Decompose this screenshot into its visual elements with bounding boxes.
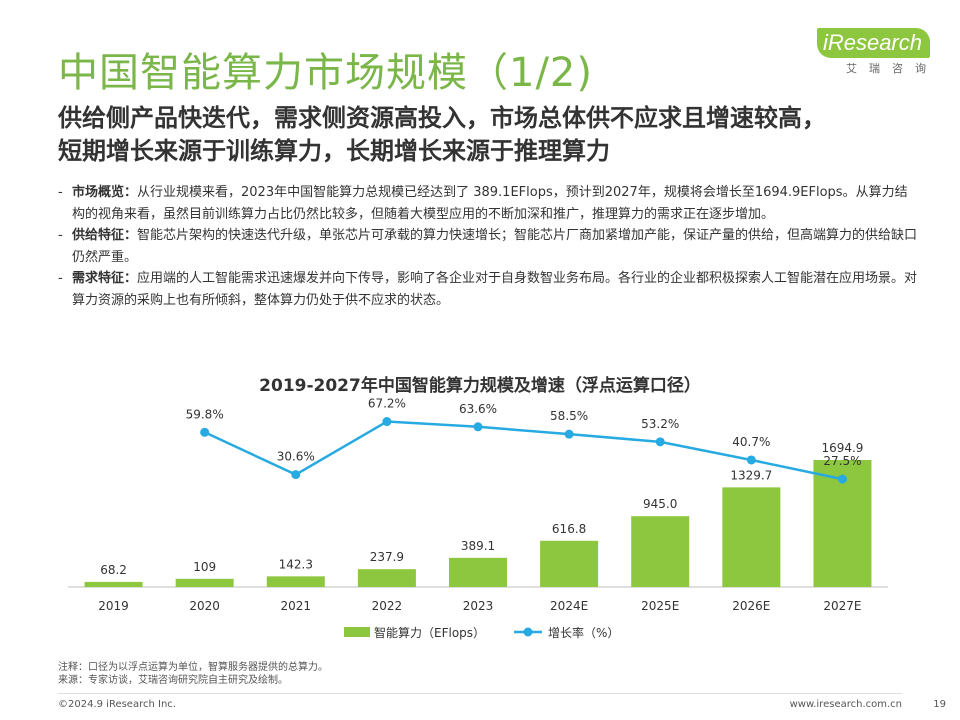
logo-subtext: 艾瑞咨询	[846, 62, 938, 75]
logo-mark: iResearch	[816, 28, 930, 58]
x-tick-2020: 2020	[189, 599, 220, 613]
bar-label-2021: 142.3	[279, 557, 313, 571]
page-number: 19	[933, 699, 946, 710]
x-tick-2022: 2022	[372, 599, 403, 613]
growth-label-2021: 30.6%	[277, 450, 315, 464]
bar-label-2026E: 1329.7	[730, 468, 772, 482]
growth-label-2027E: 27.5%	[823, 454, 861, 468]
footer-copyright: ©2024.9 iResearch Inc.	[58, 699, 176, 710]
legend-line-label: 增长率（%）	[548, 625, 619, 640]
bullet-label: 供给特征：	[72, 228, 138, 243]
bar-2024E	[540, 540, 599, 587]
x-tick-2027E: 2027E	[823, 599, 861, 613]
bar-label-2025E: 945.0	[643, 497, 677, 511]
bullet-list: - 市场概览：从行业规模来看，2023年中国智能算力总规模已经达到了 389.1…	[58, 182, 918, 311]
iresearch-logo: iResearch 艾瑞咨询	[816, 28, 930, 76]
bar-2026E	[722, 487, 781, 587]
bullet-dash: -	[58, 228, 63, 243]
x-tick-2021: 2021	[281, 599, 312, 613]
bullet-text: 应用端的人工智能需求迅速爆发并向下传导，影响了各企业对于自身数智业务布局。各行业…	[72, 271, 918, 308]
growth-point-2020	[200, 427, 210, 437]
page-title: 中国智能算力市场规模（1/2)	[58, 50, 593, 96]
growth-line	[204, 420, 843, 481]
growth-point-2026E	[746, 455, 756, 465]
legend-bar-swatch	[344, 627, 370, 637]
growth-point-2023	[473, 422, 483, 432]
bar-label-2024E: 616.8	[552, 522, 586, 536]
bullet-demand: - 需求特征：应用端的人工智能需求迅速爆发并向下传导，影响了各企业对于自身数智业…	[58, 268, 918, 311]
subtitle-line-1: 供给侧产品快迭代，需求侧资源高投入，市场总体供不应求且增速较高，	[58, 104, 826, 132]
x-tick-2025E: 2025E	[641, 599, 679, 613]
growth-label-2024E: 58.5%	[550, 409, 588, 423]
bullet-label: 市场概览：	[72, 185, 138, 200]
growth-point-2022	[382, 417, 392, 427]
bar-label-2019: 68.2	[100, 563, 127, 577]
bullet-text: 智能芯片架构的快速迭代升级，单张芯片可承载的算力快速增长；智能芯片厂商加紧增加产…	[72, 228, 918, 265]
compute-market-chart: 2019-2027年中国智能算力规模及增速（浮点运算口径） 68.2 2019 109…	[68, 375, 888, 640]
x-tick-2026E: 2026E	[732, 599, 770, 613]
bullet-supply: - 供给特征：智能芯片架构的快速迭代升级，单张芯片可承载的算力快速增长；智能芯片…	[58, 225, 918, 268]
growth-label-2025E: 53.2%	[641, 417, 679, 431]
bar-2022	[357, 569, 416, 587]
bar-2023	[449, 557, 507, 587]
legend-bar-label: 智能算力（EFlops）	[374, 625, 485, 640]
growth-point-2021	[291, 470, 301, 480]
bullet-dash: -	[58, 271, 63, 286]
bullet-market-overview: - 市场概览：从行业规模来看，2023年中国智能算力总规模已经达到了 389.1…	[58, 182, 918, 225]
growth-point-2024E	[564, 429, 574, 439]
growth-label-2023: 63.6%	[459, 402, 497, 416]
bar-label-2022: 237.9	[370, 550, 404, 564]
footnotes: 注释：口径为以浮点运算为单位，智算服务器提供的总算力。 来源：专家访谈，艾瑞咨询…	[58, 661, 328, 687]
bullet-text: 从行业规模来看，2023年中国智能算力总规模已经达到了 389.1EFlops，…	[72, 185, 908, 222]
growth-point-2027E	[837, 474, 847, 484]
page-subtitle: 供给侧产品快迭代，需求侧资源高投入，市场总体供不应求且增速较高， 短期增长来源于…	[58, 102, 826, 168]
footer-website: www.iresearch.com.cn	[789, 699, 902, 710]
x-tick-2023: 2023	[463, 599, 494, 613]
chart-title: 2019-2027年中国智能算力规模及增速（浮点运算口径）	[259, 375, 701, 396]
bar-2019	[84, 581, 143, 587]
bar-label-2027E: 1694.9	[821, 441, 863, 455]
bar-2020	[175, 578, 234, 587]
footnote-note: 注释：口径为以浮点运算为单位，智算服务器提供的总算力。	[58, 662, 328, 673]
bar-label-2020: 109	[193, 560, 216, 574]
bar-2025E	[631, 516, 690, 587]
bullet-label: 需求特征：	[72, 271, 138, 286]
legend-line-marker	[523, 627, 533, 637]
growth-label-2020: 59.8%	[186, 407, 224, 421]
growth-label-2026E: 40.7%	[732, 435, 770, 449]
footer-divider	[58, 693, 902, 694]
bar-label-2023: 389.1	[461, 539, 495, 553]
x-tick-2019: 2019	[98, 599, 129, 613]
x-tick-2024E: 2024E	[550, 599, 588, 613]
chart-container: 2019-2027年中国智能算力规模及增速（浮点运算口径） 68.2 2019 109…	[0, 365, 960, 655]
footnote-source: 来源：专家访谈，艾瑞咨询研究院自主研究及绘制。	[58, 675, 288, 686]
bar-2021	[266, 576, 325, 587]
growth-point-2025E	[655, 437, 665, 447]
subtitle-line-2: 短期增长来源于训练算力，长期增长来源于推理算力	[58, 137, 610, 165]
bullet-dash: -	[58, 185, 63, 200]
growth-label-2022: 67.2%	[368, 397, 406, 411]
